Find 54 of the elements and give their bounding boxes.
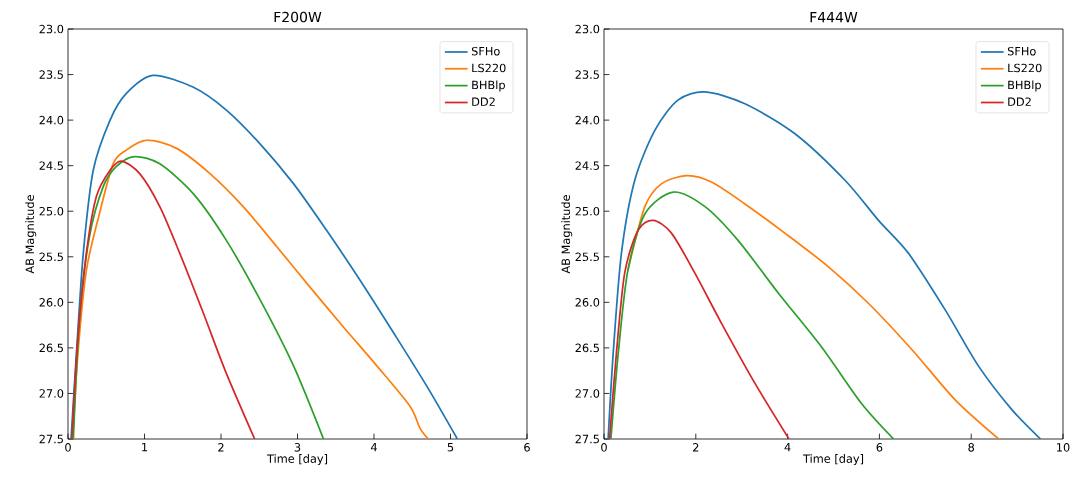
y-axis-title: AB Magnitude [25,195,37,274]
x-tick-label: 2 [693,443,699,452]
chart-title: F200W [274,11,322,23]
legend-label: BHBlp [472,80,505,92]
y-tick-label: 24.0 [39,115,64,125]
line-series [70,74,459,440]
y-tick-label: 27.0 [575,389,600,398]
y-tick-label: 26.5 [575,343,599,353]
x-tick-label: 10 [1057,443,1070,452]
y-tick-label: 24.5 [39,161,63,170]
legend-label: SFHo [1007,46,1036,56]
x-axis-title: Time [day] [802,454,864,466]
line-series [70,160,256,440]
x-tick-label: 0 [601,443,607,452]
legend-label: SFHo [471,46,500,56]
y-tick-label: 23.5 [39,70,63,79]
line-series [610,191,895,440]
y-tick-label: 25.0 [575,206,600,216]
y-tick-label: 26.0 [575,298,600,307]
x-tick-label: 8 [968,443,975,452]
x-axis-title: Time [day] [266,454,328,466]
x-tick-label: 6 [876,443,883,452]
x-tick-label: 4 [370,443,377,452]
y-tick-label: 23.0 [575,24,600,34]
x-tick-label: 1 [142,443,148,452]
legend-label: LS220 [472,63,506,73]
line-series [72,155,325,440]
legend-label: LS220 [1008,63,1042,73]
x-tick-label: 4 [784,443,791,452]
legend-label: BHBlp [1008,80,1041,92]
y-tick-label: 25.5 [575,252,599,262]
x-tick-label: 0 [65,443,71,452]
x-tick-label: 6 [524,443,530,452]
y-tick-label: 25.0 [39,206,64,216]
y-tick-label: 24.5 [575,161,599,170]
y-tick-label: 24.0 [575,115,600,125]
x-tick-label: 3 [294,443,301,452]
legend-label: DD2 [472,97,495,106]
y-axis-title: AB Magnitude [561,195,573,274]
y-tick-label: 26.5 [39,343,63,353]
y-tick-label: 27.0 [39,389,64,398]
chart-title: F444W [810,12,858,23]
line-series [607,91,1042,440]
x-tick-label: 2 [218,443,224,452]
legend-label: DD2 [1008,97,1031,106]
y-tick-label: 27.5 [39,434,63,444]
line-series [608,219,790,440]
y-tick-label: 23.5 [575,70,599,79]
y-tick-label: 27.5 [575,434,599,444]
y-tick-label: 23.0 [39,24,64,34]
line-series [627,174,1000,440]
y-tick-label: 25.5 [39,252,63,262]
x-tick-label: 5 [447,443,454,452]
y-tick-label: 26.0 [39,298,64,307]
